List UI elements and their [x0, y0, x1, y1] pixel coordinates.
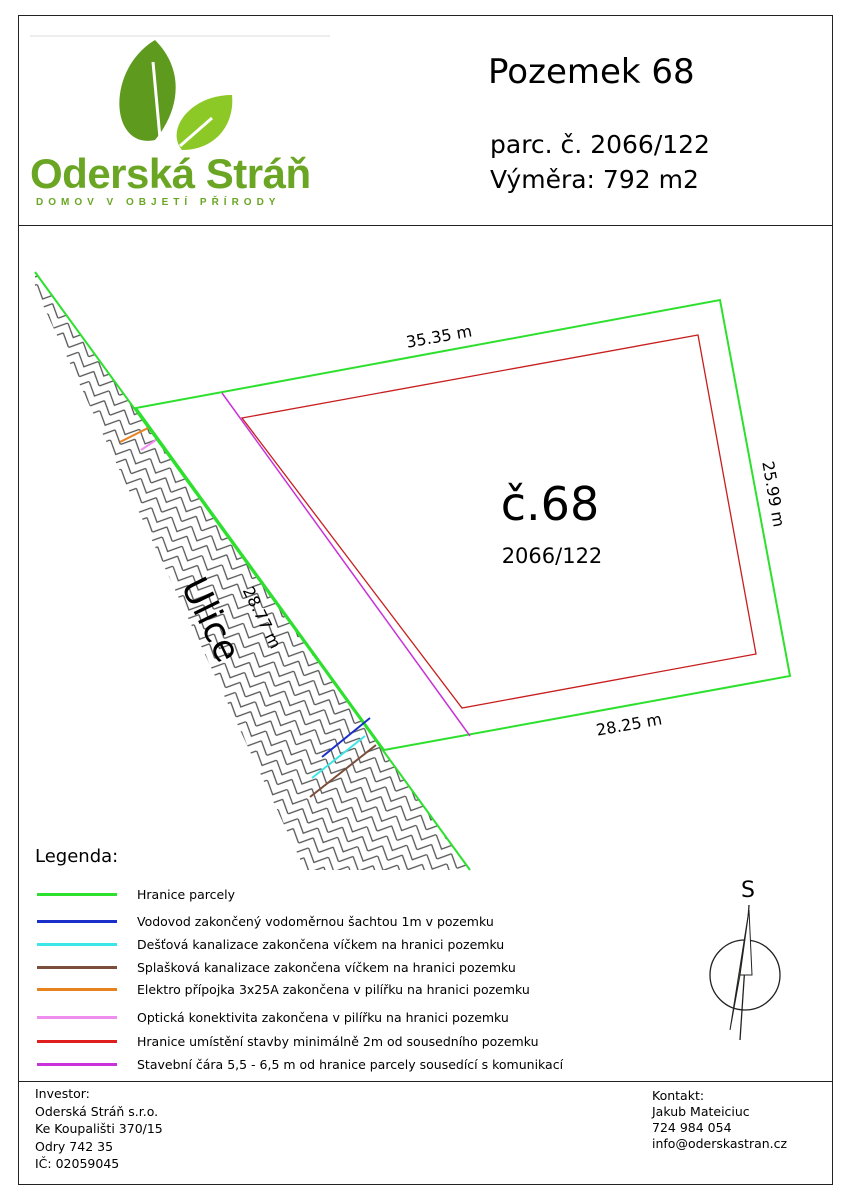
legend-swatch — [37, 988, 117, 991]
rain-sewer-connection — [311, 735, 366, 779]
contact-email[interactable]: info@oderskastran.cz — [652, 1136, 788, 1151]
legend-label: Vodovod zakončený vodoměrnou šachtou 1m … — [137, 914, 494, 929]
legend-item: Elektro přípojka 3x25A zakončena v pilíř… — [37, 982, 530, 997]
legend-swatch — [37, 1040, 117, 1043]
investor-city: Odry 742 35 — [35, 1138, 114, 1154]
legend-label: Splašková kanalizace zakončena víčkem na… — [137, 960, 516, 975]
plot-label: č.68 — [501, 477, 599, 531]
contact-name: Jakub Mateiciuc — [652, 1104, 750, 1119]
legend-title: Legenda: — [35, 846, 119, 867]
investor-id: IČ: 02059045 — [35, 1156, 120, 1171]
compass-label: S — [741, 878, 755, 903]
legend-label: Elektro přípojka 3x25A zakončena v pilíř… — [137, 982, 530, 997]
legend-item: Hranice parcely — [37, 887, 235, 902]
legend-item: Splašková kanalizace zakončena víčkem na… — [37, 960, 516, 975]
building-line — [221, 392, 471, 737]
legend-label: Dešťová kanalizace zakončena víčkem na h… — [137, 937, 505, 952]
investor-street: Ke Koupališti 370/15 — [35, 1121, 163, 1136]
legend-swatch — [37, 943, 117, 946]
header-divider — [18, 225, 833, 226]
logo-tagline: DOMOV V OBJETÍ PŘÍRODY — [36, 197, 281, 208]
contact-heading: Kontakt: — [652, 1088, 705, 1103]
street-paving — [35, 272, 470, 870]
legend-swatch — [37, 920, 117, 923]
building-limit — [240, 334, 757, 709]
legend-swatch — [37, 1063, 117, 1066]
parcel-boundary — [134, 298, 792, 752]
legend-label: Optická konektivita zakončena v pilířku … — [137, 1010, 509, 1025]
legend-item: Hranice umístění stavby minimálně 2m od … — [37, 1034, 539, 1049]
logo-brand: Oderská Stráň — [30, 150, 311, 197]
legend-swatch — [37, 1016, 117, 1019]
sewer-connection — [309, 744, 377, 798]
compass-icon: S — [709, 878, 781, 1041]
optical-connection — [140, 439, 157, 451]
street-boundary-line — [34, 271, 471, 871]
legend-label: Hranice umístění stavby minimálně 2m od … — [137, 1034, 539, 1049]
legend-item: Optická konektivita zakončena v pilířku … — [37, 1010, 509, 1025]
investor-block: Investor: Oderská Stráň s.r.o. Ke Koupal… — [35, 1085, 163, 1173]
dim-right: 25.99 m — [758, 460, 788, 529]
legend-item: Vodovod zakončený vodoměrnou šachtou 1m … — [37, 914, 494, 929]
parcel-area: Výměra: 792 m2 — [490, 165, 699, 194]
parcel-number: parc. č. 2066/122 — [490, 130, 710, 159]
water-connection — [321, 717, 371, 758]
logo-leaves-icon — [119, 40, 233, 150]
dim-bottom: 28.25 m — [595, 709, 664, 739]
legend-item: Stavební čára 5,5 - 6,5 m od hranice par… — [37, 1057, 563, 1072]
page-title: Pozemek 68 — [488, 52, 695, 92]
legend-item: Dešťová kanalizace zakončena víčkem na h… — [37, 937, 504, 952]
legend-label: Stavební čára 5,5 - 6,5 m od hranice par… — [137, 1057, 564, 1072]
contact-block: Kontakt: Jakub Mateiciuc 724 984 054 inf… — [652, 1088, 787, 1152]
legend-label: Hranice parcely — [137, 887, 236, 902]
electric-connection — [119, 427, 149, 443]
legend-swatch — [37, 966, 117, 969]
contact-phone: 724 984 054 — [652, 1120, 732, 1135]
investor-name: Oderská Stráň s.r.o. — [35, 1103, 159, 1119]
legend-swatch — [37, 893, 117, 896]
plot-sub: 2066/122 — [502, 544, 603, 568]
investor-heading: Investor: — [35, 1086, 90, 1101]
footer-divider — [18, 1081, 833, 1082]
page-frame — [18, 15, 833, 1185]
